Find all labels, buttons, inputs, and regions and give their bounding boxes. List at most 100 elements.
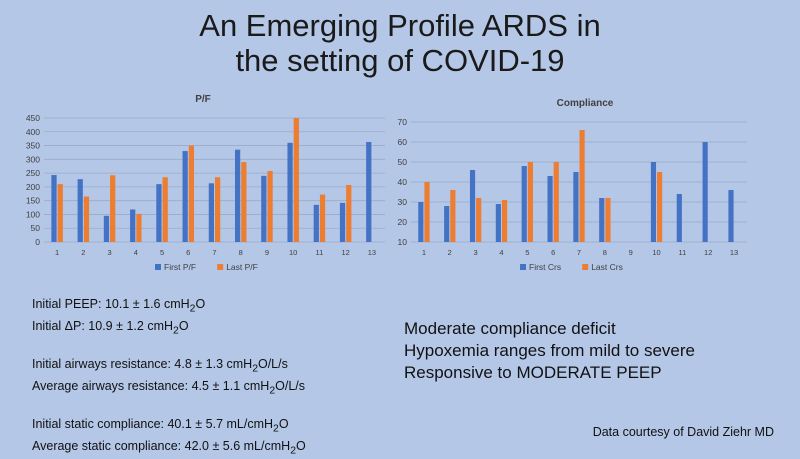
bar-first bbox=[340, 203, 345, 242]
y-tick-label: 250 bbox=[26, 168, 40, 178]
bar-first bbox=[183, 151, 188, 242]
bar-last bbox=[267, 171, 272, 242]
x-tick-label: 3 bbox=[474, 248, 478, 257]
average-airways-resistance: Average airways resistance: 4.5 ± 1.1 cm… bbox=[32, 378, 306, 400]
initial-static-compliance: Initial static compliance: 40.1 ± 5.7 mL… bbox=[32, 416, 306, 438]
bar-last bbox=[84, 197, 89, 242]
y-tick-label: 60 bbox=[398, 137, 408, 147]
bar-first bbox=[573, 172, 578, 242]
y-tick-label: 300 bbox=[26, 154, 40, 164]
x-tick-label: 5 bbox=[525, 248, 529, 257]
bar-first bbox=[522, 166, 527, 242]
y-tick-label: 350 bbox=[26, 141, 40, 151]
legend-swatch bbox=[520, 264, 526, 270]
x-tick-label: 12 bbox=[341, 248, 349, 257]
y-tick-label: 200 bbox=[26, 182, 40, 192]
stats-block: Initial PEEP: 10.1 ± 1.6 cmH2O Initial Δ… bbox=[32, 296, 306, 459]
y-tick-label: 450 bbox=[26, 113, 40, 123]
y-tick-label: 40 bbox=[398, 177, 408, 187]
bar-first bbox=[496, 204, 501, 242]
x-tick-label: 13 bbox=[368, 248, 376, 257]
y-tick-label: 0 bbox=[35, 237, 40, 247]
x-tick-label: 4 bbox=[134, 248, 138, 257]
key-findings: Moderate compliance deficit Hypoxemia ra… bbox=[404, 318, 695, 384]
initial-airways-resistance: Initial airways resistance: 4.8 ± 1.3 cm… bbox=[32, 356, 306, 378]
bar-first bbox=[156, 184, 161, 242]
chart-title: Compliance bbox=[557, 98, 614, 109]
x-tick-label: 3 bbox=[107, 248, 111, 257]
bar-last bbox=[476, 198, 481, 242]
y-tick-label: 10 bbox=[398, 237, 408, 247]
bar-first bbox=[651, 162, 656, 242]
x-tick-label: 8 bbox=[603, 248, 607, 257]
slide-title-line-1: An Emerging Profile ARDS in bbox=[0, 8, 800, 44]
bar-last bbox=[320, 195, 325, 242]
bar-first bbox=[366, 142, 371, 242]
legend-label: First P/F bbox=[164, 262, 196, 272]
bar-last bbox=[163, 177, 168, 242]
bar-first bbox=[104, 216, 109, 242]
x-tick-label: 4 bbox=[499, 248, 503, 257]
initial-delta-p: Initial ΔP: 10.9 ± 1.2 cmH2O bbox=[32, 318, 306, 340]
legend-label: First Crs bbox=[529, 262, 561, 272]
x-tick-label: 1 bbox=[55, 248, 59, 257]
bar-last bbox=[580, 130, 585, 242]
bar-last bbox=[110, 175, 115, 242]
bar-first bbox=[209, 183, 214, 242]
chart-title: P/F bbox=[195, 94, 211, 105]
x-tick-label: 12 bbox=[704, 248, 712, 257]
bar-first bbox=[728, 190, 733, 242]
bar-last bbox=[215, 177, 220, 242]
bar-first bbox=[314, 205, 319, 242]
finding-3: Responsive to MODERATE PEEP bbox=[404, 362, 695, 384]
data-credit: Data courtesy of David Ziehr MD bbox=[593, 425, 774, 439]
finding-2: Hypoxemia ranges from mild to severe bbox=[404, 340, 695, 362]
x-tick-label: 9 bbox=[265, 248, 269, 257]
x-tick-label: 11 bbox=[678, 248, 686, 257]
bar-last bbox=[189, 146, 194, 242]
y-tick-label: 50 bbox=[398, 157, 408, 167]
y-tick-label: 150 bbox=[26, 196, 40, 206]
y-tick-label: 20 bbox=[398, 217, 408, 227]
bar-first bbox=[444, 206, 449, 242]
average-static-compliance: Average static compliance: 42.0 ± 5.6 mL… bbox=[32, 438, 306, 459]
x-tick-label: 7 bbox=[577, 248, 581, 257]
bar-last bbox=[294, 118, 299, 242]
x-tick-label: 2 bbox=[448, 248, 452, 257]
initial-peep: Initial PEEP: 10.1 ± 1.6 cmH2O bbox=[32, 296, 306, 318]
bar-last bbox=[554, 162, 559, 242]
x-tick-label: 13 bbox=[730, 248, 738, 257]
bar-first bbox=[235, 150, 240, 242]
x-tick-label: 6 bbox=[551, 248, 555, 257]
bar-first bbox=[703, 142, 708, 242]
y-tick-label: 30 bbox=[398, 197, 408, 207]
x-tick-label: 9 bbox=[629, 248, 633, 257]
y-tick-label: 400 bbox=[26, 127, 40, 137]
x-tick-label: 7 bbox=[212, 248, 216, 257]
slide-title-line-2: the setting of COVID-19 bbox=[0, 43, 800, 79]
x-tick-label: 6 bbox=[186, 248, 190, 257]
bar-first bbox=[287, 143, 292, 242]
x-tick-label: 11 bbox=[316, 248, 324, 257]
bar-last bbox=[241, 162, 246, 242]
x-tick-label: 10 bbox=[652, 248, 660, 257]
bar-first bbox=[51, 175, 56, 242]
x-tick-label: 2 bbox=[81, 248, 85, 257]
x-tick-label: 1 bbox=[422, 248, 426, 257]
x-tick-label: 8 bbox=[239, 248, 243, 257]
bar-first bbox=[599, 198, 604, 242]
bar-first bbox=[677, 194, 682, 242]
bar-last bbox=[136, 214, 141, 242]
bar-first bbox=[547, 176, 552, 242]
bar-last bbox=[450, 190, 455, 242]
bar-first bbox=[418, 202, 423, 242]
bar-first bbox=[130, 209, 135, 242]
bar-last bbox=[346, 185, 351, 242]
bar-last bbox=[424, 182, 429, 242]
legend-label: Last P/F bbox=[226, 262, 258, 272]
legend-label: Last Crs bbox=[591, 262, 623, 272]
bar-last bbox=[528, 162, 533, 242]
bar-last bbox=[605, 198, 610, 242]
